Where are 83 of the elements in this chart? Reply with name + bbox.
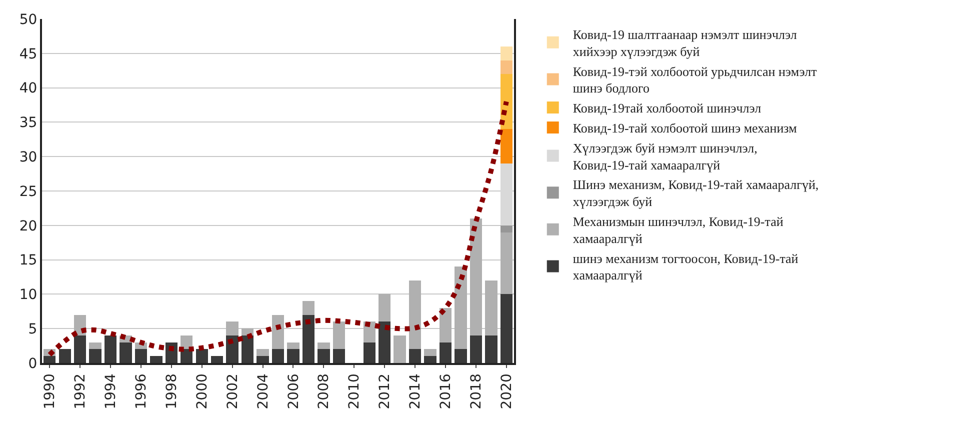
y-tick-label: 35	[19, 115, 38, 132]
x-tick-label: 1998	[164, 374, 180, 410]
y-tick-label: 45	[19, 46, 38, 62]
bar	[424, 349, 436, 356]
y-tick-label: 0	[28, 356, 38, 372]
bar	[500, 129, 512, 164]
bar	[470, 335, 482, 363]
bar	[332, 322, 345, 350]
bar	[302, 314, 315, 363]
x-tick-label: 2004	[255, 374, 272, 410]
y-tick-label: 50	[19, 12, 38, 28]
bar	[134, 349, 148, 363]
x-tick-label: 1992	[72, 374, 89, 410]
bar	[470, 218, 482, 336]
bar	[58, 349, 71, 363]
bar	[318, 349, 330, 363]
bar	[500, 232, 512, 294]
x-tick-label: 1994	[103, 374, 120, 410]
x-tick-label: 2000	[194, 374, 210, 410]
bar	[439, 342, 452, 363]
x-tick-label: 2018	[468, 374, 484, 410]
bar	[500, 163, 512, 226]
bar	[89, 342, 102, 350]
bar	[226, 322, 238, 336]
y-tick-label: 20	[19, 218, 38, 234]
x-tick-label: 2002	[224, 374, 241, 410]
bar	[454, 266, 467, 350]
legend-label: Ковид-19тай холбоотой шинэчлэл	[572, 100, 762, 116]
x-tick-label: 2006	[286, 374, 302, 410]
bar	[256, 349, 269, 356]
bar	[226, 335, 238, 363]
bar	[500, 294, 512, 363]
bar	[120, 342, 132, 363]
legend-label: Ковид-19 шалтгаанаар нэмэлт шинэчлэл хийхээр хүлээгдэж буй	[572, 27, 798, 59]
bar	[408, 349, 422, 363]
bar	[74, 335, 86, 363]
bar	[363, 342, 376, 363]
bar	[150, 356, 162, 363]
bar	[500, 225, 512, 232]
bar	[272, 349, 284, 363]
bar	[256, 356, 269, 363]
bar	[104, 335, 117, 363]
legend-label: Хүлээгдэж буй нэмэлт шинэчлэл, Ковид-19-тай хамааралгүй	[572, 140, 758, 172]
bar	[287, 349, 300, 363]
bar	[318, 342, 330, 350]
y-tick-label: 30	[19, 150, 38, 166]
legend-label: шинэ механизм тогтоосон, Ковид-19-тай хамааралгүй	[572, 250, 798, 283]
bar	[408, 280, 422, 350]
bar	[44, 356, 56, 363]
bar	[211, 356, 224, 363]
bar	[485, 335, 498, 363]
legend-label: Ковид-19-тай холбоотой шинэ механизм	[572, 120, 797, 136]
bar	[89, 349, 102, 363]
x-tick-label: 1996	[134, 374, 150, 410]
x-tick-label: 2020	[498, 374, 515, 410]
bar	[439, 308, 452, 342]
bar	[500, 46, 512, 60]
x-tick-label: 2012	[377, 374, 394, 410]
x-tick-label: 2008	[316, 374, 332, 410]
bar	[241, 335, 254, 363]
bar	[378, 322, 391, 363]
bar	[302, 301, 315, 315]
bar	[196, 349, 208, 363]
y-tick-label: 5	[28, 322, 38, 338]
bar	[332, 349, 345, 363]
bar	[500, 60, 512, 74]
bar	[378, 294, 391, 322]
bar	[424, 356, 436, 363]
y-tick-label: 10	[19, 287, 38, 304]
y-tick-label: 40	[19, 80, 38, 97]
x-tick-label: 2010	[346, 374, 363, 410]
x-tick-label: 2016	[438, 374, 454, 410]
y-tick-label: 15	[19, 252, 38, 269]
bar	[485, 280, 498, 336]
bar	[454, 349, 467, 363]
y-tick-label: 25	[19, 184, 38, 200]
x-tick-label: 2014	[408, 374, 424, 410]
bar	[287, 342, 300, 350]
bar	[272, 314, 284, 350]
x-tick-label: 1990	[42, 374, 58, 410]
legend-label: Шинэ механизм, Ковид-19-тай хамааралгүй, хүлээгдэж буй	[572, 177, 819, 210]
bar	[394, 335, 406, 363]
legend-label: Ковид-19-тэй холбоотой урьдчилсан нэмэлт шинэ бодлого	[572, 64, 818, 96]
